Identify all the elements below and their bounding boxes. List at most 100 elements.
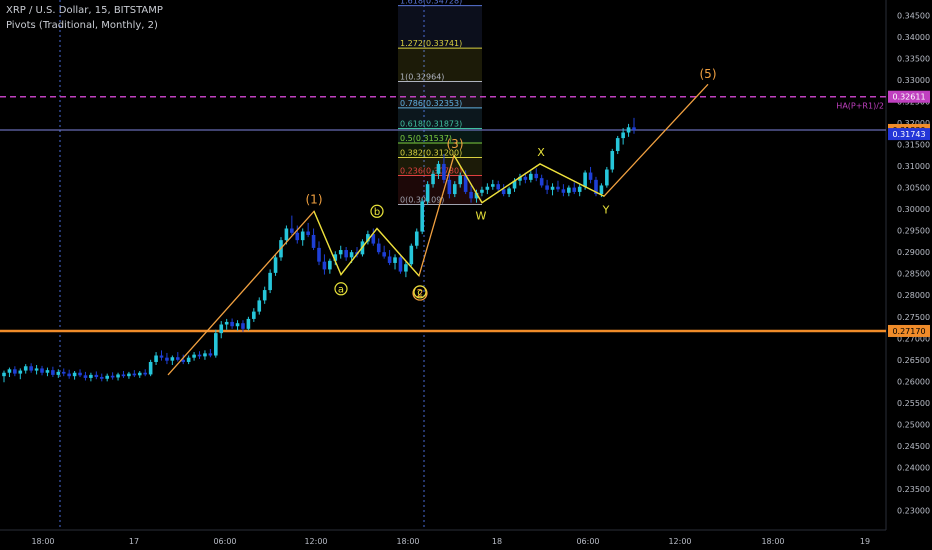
x-tick-label: 06:00 [213, 537, 236, 546]
x-tick-label: 18:00 [31, 537, 54, 546]
candle-body [474, 192, 479, 199]
candle-body [610, 151, 615, 170]
subwave-circle [334, 282, 348, 296]
candle-body [615, 138, 620, 152]
candle-body [382, 252, 386, 257]
subwave-circle [413, 285, 427, 299]
candle-body [23, 366, 28, 371]
candle-body [175, 357, 180, 360]
candle-body [192, 354, 196, 358]
candle-body [561, 189, 566, 193]
y-tick-label: 0.29500 [897, 227, 930, 236]
candle-body [529, 173, 533, 180]
support-price-tag-bg [888, 324, 930, 337]
candle-body [137, 372, 142, 376]
pivot-price-tag-bg [888, 90, 930, 103]
candle-body [246, 318, 251, 329]
candle-body [300, 231, 305, 241]
candle-body [577, 186, 582, 192]
candle-body [284, 228, 289, 241]
y-tick-label: 0.28500 [897, 270, 930, 279]
candle-body [626, 127, 631, 133]
candle-body [621, 132, 625, 139]
fib-zone-band [398, 107, 482, 129]
candle-body [132, 373, 137, 376]
fib-level-label: 0.236(0.30780) [400, 167, 462, 176]
candle-body [333, 254, 338, 261]
candle-body [235, 323, 240, 327]
y-tick-label: 0.24000 [897, 463, 930, 472]
x-tick-label: 18:00 [761, 537, 784, 546]
candle-body [387, 256, 392, 263]
bid-price-tag: 0.31743 [892, 130, 925, 139]
y-tick-label: 0.34000 [897, 33, 930, 42]
subwave-label: a [338, 284, 344, 295]
fib-level-label: 1.272(0.33741) [400, 39, 462, 48]
candle-body [518, 176, 522, 181]
candle-body [490, 184, 495, 187]
fib-level-label: 0.786(0.32353) [400, 99, 462, 108]
candle-body [311, 234, 316, 248]
candle-body [13, 369, 17, 374]
bid-price-tag-bg [888, 128, 930, 141]
candle-body [338, 250, 343, 255]
fib-zone-band [398, 48, 482, 82]
candle-body [371, 234, 376, 244]
y-tick-label: 0.31000 [897, 162, 930, 171]
x-tick-label: 12:00 [304, 537, 327, 546]
candle-body [34, 368, 39, 371]
candle-body [56, 371, 61, 375]
candle-body [556, 186, 560, 190]
candle-body [2, 372, 6, 377]
candle-body [344, 250, 348, 258]
chart-title: XRP / U.S. Dollar, 15, BITSTAMP [6, 5, 163, 16]
candle-body [89, 374, 93, 378]
y-tick-label: 0.23500 [897, 485, 930, 494]
fib-level-label: 1.618(0.34728) [400, 0, 462, 6]
y-tick-label: 0.29000 [897, 248, 930, 257]
fib-zone-band [398, 142, 482, 158]
subwave-label-x: X [537, 146, 545, 159]
y-tick-label: 0.26500 [897, 356, 930, 365]
candle-body [398, 257, 403, 272]
subwave-circle [370, 204, 384, 218]
candle-body [572, 187, 577, 192]
candle-body [458, 175, 463, 185]
y-tick-label: 0.28000 [897, 291, 930, 300]
candle-body [599, 185, 604, 195]
candle-body [534, 173, 539, 179]
candle-body [328, 260, 332, 270]
candle-body [219, 324, 224, 334]
fib-zone-band [398, 5, 482, 49]
candle-body [295, 232, 300, 241]
candle-body [322, 261, 327, 270]
wave-label-1: (1) [306, 193, 323, 207]
y-tick-label: 0.34500 [897, 11, 930, 20]
x-tick-label: 17 [129, 537, 139, 546]
y-tick-label: 0.25000 [897, 420, 930, 429]
candle-body [7, 369, 12, 373]
candle-body [110, 375, 115, 378]
corrective-wave-abc [313, 211, 420, 277]
x-tick-label: 12:00 [668, 537, 691, 546]
candle-body [99, 377, 104, 379]
candle-body [159, 355, 164, 358]
candle-body [181, 359, 186, 362]
candle-body [501, 189, 506, 195]
candle-body [127, 373, 131, 377]
candle-body [67, 373, 71, 377]
candle-body [186, 357, 191, 362]
candle-body [268, 272, 272, 291]
candle-body [170, 357, 175, 361]
fib-level-label: 0.382(0.31200) [400, 148, 462, 157]
candle-body [550, 186, 555, 190]
candle-body [273, 257, 278, 273]
candle-body [545, 185, 549, 190]
candle-body [94, 374, 99, 378]
fib-level-label: 0.618(0.31873) [400, 119, 462, 128]
y-tick-label: 0.33500 [897, 54, 930, 63]
candle-body [203, 353, 207, 357]
subwave-label: b [374, 207, 380, 218]
candle-body [83, 375, 88, 378]
